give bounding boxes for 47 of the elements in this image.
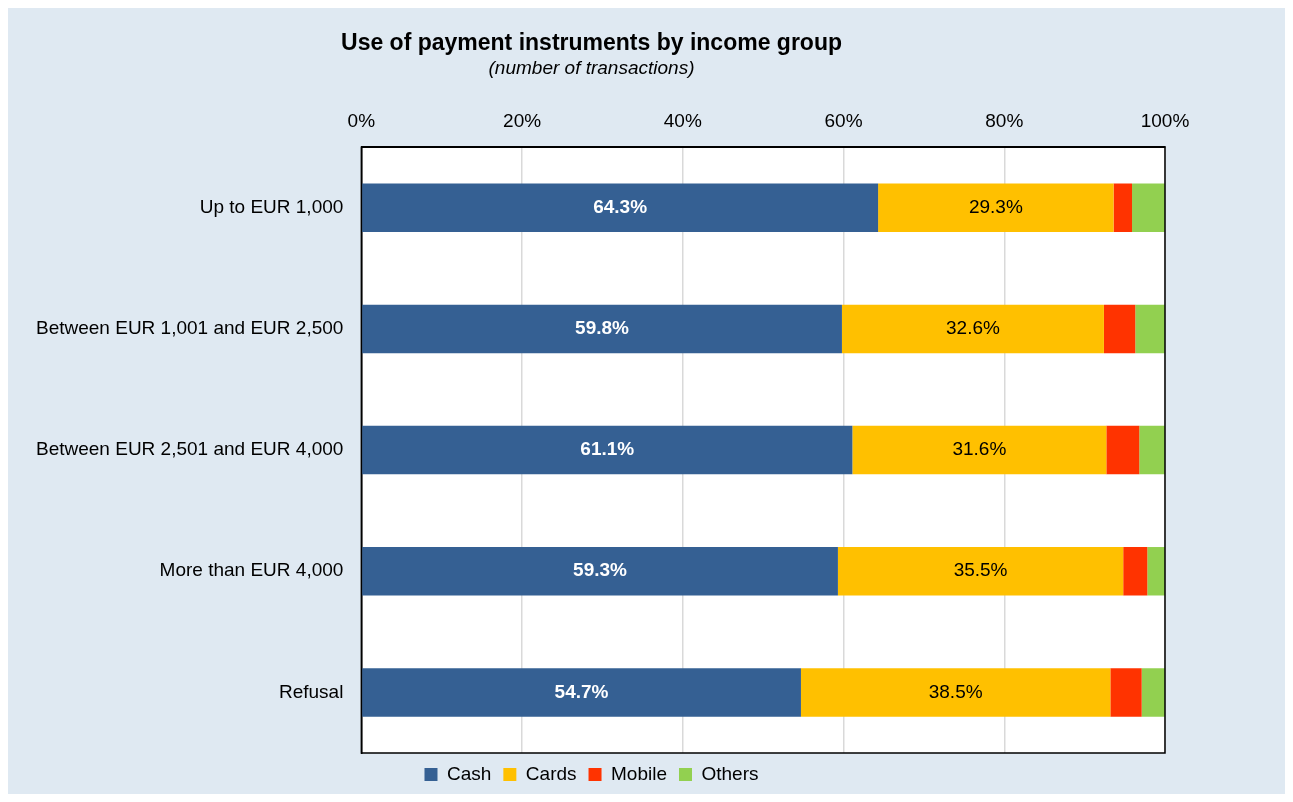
bar xyxy=(1147,547,1165,596)
bar xyxy=(1141,668,1165,717)
bar xyxy=(1113,183,1133,233)
data-label: 59.3% xyxy=(573,559,628,581)
x-tick-label: 20% xyxy=(503,110,542,132)
data-label: 64.3% xyxy=(593,196,648,218)
x-tick-label: 80% xyxy=(985,110,1024,132)
bar xyxy=(837,547,1124,596)
bar xyxy=(1103,304,1136,354)
bar xyxy=(362,547,838,596)
chart-title: Use of payment instruments by income group xyxy=(341,29,842,56)
bar xyxy=(1106,425,1140,475)
data-label: 38.5% xyxy=(928,680,983,702)
x-tick-label: 0% xyxy=(347,110,376,132)
legend-label: Cards xyxy=(525,762,577,784)
bar xyxy=(1139,425,1165,475)
bar xyxy=(362,425,853,475)
bar xyxy=(1110,668,1142,717)
y-tick-label: Between EUR 1,001 and EUR 2,500 xyxy=(36,317,344,339)
legend-label: Cash xyxy=(446,762,492,784)
bar xyxy=(362,304,842,354)
y-tick-label: Between EUR 2,501 and EUR 4,000 xyxy=(36,438,344,460)
y-tick-label: More than EUR 4,000 xyxy=(159,559,344,581)
bar xyxy=(1123,547,1148,596)
data-label: 61.1% xyxy=(580,438,635,460)
x-tick-label: 60% xyxy=(824,110,863,132)
x-tick-label: 40% xyxy=(663,110,702,132)
bar xyxy=(841,304,1104,354)
bar xyxy=(362,183,879,233)
legend-label: Others xyxy=(701,762,759,784)
y-tick-label: Refusal xyxy=(278,680,344,702)
x-tick-label: 100% xyxy=(1140,110,1190,132)
bar xyxy=(800,668,1111,717)
bar xyxy=(1132,183,1165,233)
data-label: 29.3% xyxy=(968,196,1023,218)
bar xyxy=(878,183,1114,233)
data-label: 59.8% xyxy=(575,317,630,339)
legend-label: Mobile xyxy=(611,762,668,784)
bar xyxy=(852,425,1107,475)
bar xyxy=(1135,304,1165,354)
data-label: 35.5% xyxy=(953,559,1008,581)
bar xyxy=(362,668,801,717)
chart-subtitle: (number of transactions) xyxy=(488,57,695,79)
y-tick-label: Up to EUR 1,000 xyxy=(199,196,344,218)
data-label: 31.6% xyxy=(952,438,1007,460)
data-label: 32.6% xyxy=(945,317,1000,339)
data-label: 54.7% xyxy=(554,680,609,702)
